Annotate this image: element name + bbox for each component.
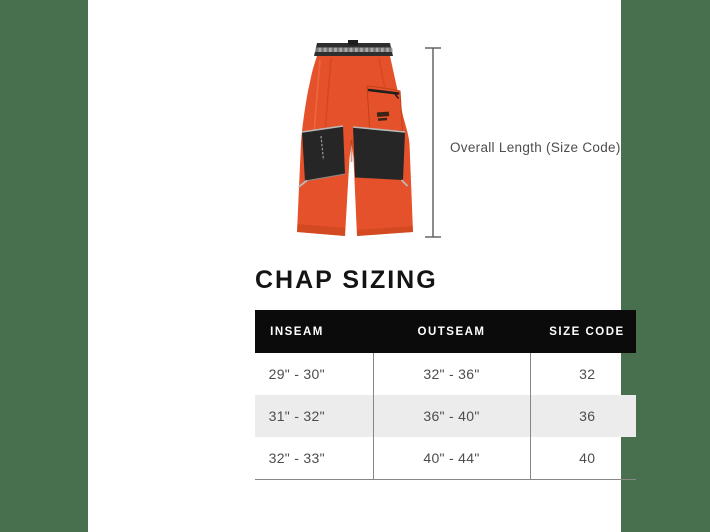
measurement-label: Overall Length (Size Code) <box>450 140 621 155</box>
reflective-trim <box>301 125 344 133</box>
column-header-inseam: INSEAM <box>255 310 373 353</box>
column-header-outseam: OUTSEAM <box>373 310 530 353</box>
panel-zipper <box>320 135 325 161</box>
right-hem <box>357 226 413 236</box>
crease-shading <box>378 57 386 89</box>
left-knee-panel <box>302 126 345 181</box>
cell-inseam: 31" - 32" <box>268 408 325 424</box>
reflective-trim <box>352 126 406 133</box>
chap-sizing-table: INSEAM OUTSEAM SIZE CODE 29" - 30" 32" -… <box>255 310 636 480</box>
cell-outseam: 40" - 44" <box>372 437 530 480</box>
chaps-illustration <box>293 40 421 242</box>
belt-strap <box>315 47 393 52</box>
zipper-pull <box>394 93 400 99</box>
cell-inseam: 29" - 30" <box>268 366 325 382</box>
page-title: CHAP SIZING <box>255 266 438 294</box>
table-row: 29" - 30" 32" - 36" 32 <box>255 353 636 395</box>
pocket-zipper <box>367 88 400 95</box>
table-row: 31" - 32" 36" - 40" 36 <box>255 395 636 437</box>
cell-inseam: 32" - 33" <box>255 437 373 480</box>
calf-trim <box>400 179 409 187</box>
table-row: 32" - 33" 40" - 44" 40 <box>255 437 636 480</box>
chaps-image <box>297 40 413 236</box>
cell-size-code: 36 <box>529 395 636 437</box>
right-knee-panel <box>353 127 405 180</box>
content-panel: Overall Length (Size Code) CHAP SIZING I… <box>88 0 636 532</box>
calf-trim <box>297 179 308 188</box>
cell-outseam: 36" - 40" <box>372 395 530 437</box>
cell-outseam: 32" - 36" <box>372 353 530 395</box>
brand-logo-mark <box>376 111 390 117</box>
brand-logo-mark <box>377 117 388 121</box>
cell-size-code: 32 <box>529 353 636 395</box>
left-hem <box>297 224 346 236</box>
column-header-size-code: SIZE CODE <box>530 310 636 353</box>
belt-buckle <box>348 40 358 46</box>
cell-size-code: 40 <box>529 437 636 480</box>
table-header-row: INSEAM OUTSEAM SIZE CODE <box>255 310 636 353</box>
panel-edge-trim <box>304 173 346 182</box>
measurement-bracket <box>425 47 441 238</box>
